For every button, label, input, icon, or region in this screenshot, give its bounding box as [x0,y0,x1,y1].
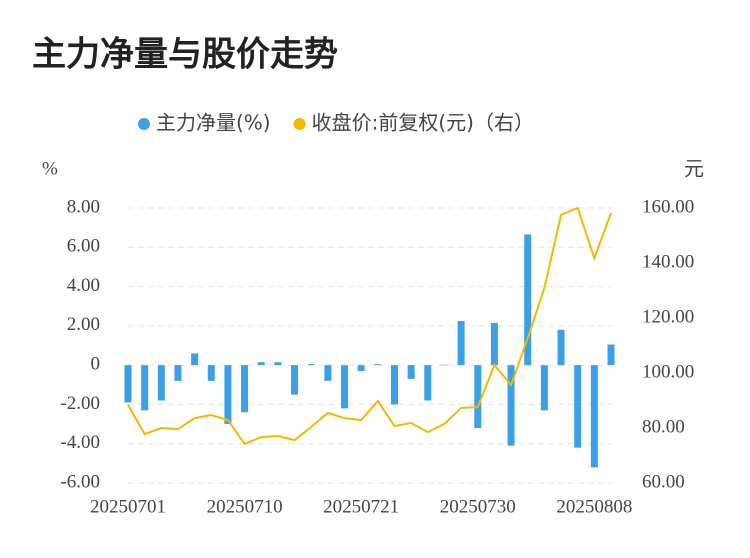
bar [524,234,532,366]
y-tick-label: -4.00 [60,432,100,453]
x-tick-label: 20250808 [556,496,632,517]
y2-axis-label: 元 [684,157,704,181]
bar [390,365,398,405]
bar [157,365,165,401]
bar [557,329,565,366]
y-axis-label: % [42,158,58,179]
y2-tick-label: 100.00 [642,361,694,382]
bar [490,322,498,366]
bar [341,365,349,409]
y2-tick-label: 160.00 [642,196,694,217]
bar [590,365,598,468]
y-tick-label: 8.00 [67,196,100,217]
bar [224,365,232,425]
x-tick-label: 20250730 [440,496,516,517]
bar [474,365,482,428]
legend-marker [293,118,306,130]
y-tick-label: 4.00 [67,275,100,296]
y2-tick-label: 80.00 [642,416,685,437]
legend-label: 收盘价:前复权(元)（右） [312,111,534,135]
y2-tick-label: 60.00 [642,471,685,492]
y2-tick-label: 140.00 [642,251,694,272]
chart-title: 主力净量与股价走势 [32,35,338,75]
bar [207,365,215,381]
x-tick-label: 20250721 [323,496,399,517]
bar [607,344,615,366]
bar [124,365,132,403]
legend-label: 主力净量(%) [156,111,271,135]
bar [440,364,448,366]
y-tick-label: 6.00 [67,236,100,257]
bar [274,362,282,366]
bar [291,365,299,395]
bar [374,364,382,366]
bar [191,353,199,366]
bar [141,365,149,411]
bar [457,320,465,366]
bar [507,365,515,446]
bar [324,365,332,381]
bar [540,365,548,411]
bar [357,365,365,372]
y-tick-label: -6.00 [60,471,100,492]
legend-marker [138,118,150,130]
x-tick-label: 20250710 [207,496,283,517]
x-tick-label: 20250701 [90,496,166,517]
bar [307,364,315,366]
y-tick-label: 2.00 [67,314,100,335]
bar [174,365,182,381]
price-line [127,206,612,446]
bar [241,365,249,413]
y-tick-label: 0 [91,354,101,375]
bar [407,365,415,379]
bar [574,365,582,448]
y-tick-label: -2.00 [60,393,100,414]
bar [424,365,432,401]
bar [257,362,265,366]
y2-tick-label: 120.00 [642,306,694,327]
